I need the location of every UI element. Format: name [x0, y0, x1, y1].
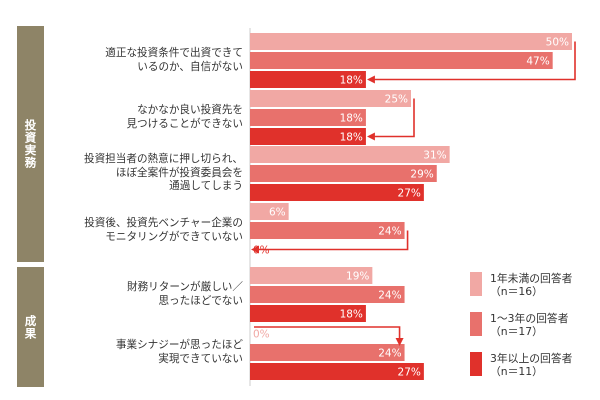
bar-value-label: 18% [340, 309, 363, 321]
question-label: 事業シナジーが思ったほど 実現できていない [116, 339, 243, 366]
question-label-line: 投資後、投資先ベンチャー企業の [84, 217, 243, 229]
bar-value-label: 24% [378, 290, 401, 302]
bar-value-label: 0% [253, 329, 270, 341]
comparison-arrow [366, 98, 415, 141]
question-label-line: 見つけることができない [126, 117, 243, 130]
bar [250, 222, 405, 239]
question-label-line: 適正な投資条件で出資できて [105, 47, 243, 59]
bar-value-label: 18% [340, 113, 363, 125]
bar [250, 71, 366, 88]
legend-item: 1〜3年の回答者 （n＝17） [470, 312, 569, 338]
legend-label: 3年以上の回答者 （n＝11） [490, 352, 572, 378]
bar-value-label: 18% [340, 132, 363, 144]
bar [250, 109, 366, 126]
bar-value-label: 47% [526, 56, 549, 68]
question-label: 財務リターンが厳しい／ 思ったほどでない [127, 281, 243, 308]
comparison-arrow [366, 41, 576, 84]
legend-label-line: 1年未満の回答者 [490, 272, 573, 285]
comparison-arrow [251, 230, 409, 254]
section-label: 成果 [23, 314, 38, 340]
legend-label-line: （n＝17） [490, 325, 543, 338]
legend-item: 3年以上の回答者 （n＝11） [470, 352, 572, 378]
bar-value-label: 24% [378, 348, 401, 360]
bar-value-label: 24% [378, 226, 401, 238]
question-label-line: 投資担当者の熱意に押し切られ、 [83, 153, 243, 166]
legend-swatch [470, 352, 482, 376]
bar-value-label: 27% [398, 188, 421, 200]
bar-value-label: 31% [423, 150, 446, 162]
question-label-line: モニタリングができていない [105, 230, 243, 243]
legend-label-line: （n＝11） [490, 365, 543, 378]
legend-label-line: 1〜3年の回答者 [490, 312, 569, 325]
bar [250, 267, 373, 284]
legend-label-line: （n＝16） [490, 285, 543, 298]
bar [250, 305, 366, 322]
question-label-line: いるのか、自信がない [137, 60, 243, 73]
comparison-arrow [254, 326, 404, 346]
bar [250, 90, 411, 107]
bar [250, 286, 405, 303]
bar-value-label: 27% [398, 367, 421, 379]
bar-value-label: 29% [410, 169, 433, 181]
question-label: なかなか良い投資先を 見つけることができない [126, 104, 243, 131]
question-label: 適正な投資条件で出資できて いるのか、自信がない [105, 47, 243, 74]
legend-label-line: 3年以上の回答者 [490, 352, 573, 365]
bar [250, 128, 366, 145]
bar-value-label: 50% [546, 37, 569, 49]
section-band: 成果 [17, 267, 44, 387]
bar [250, 203, 289, 220]
question-label-line: 事業シナジーが思ったほど [115, 339, 243, 351]
question-label-line: 実現できていない [158, 352, 243, 365]
bar [250, 363, 424, 380]
question-label-line: 財務リターンが厳しい／ [126, 281, 243, 293]
question-label-line: 通過してしまう [169, 180, 243, 193]
bar [250, 184, 424, 201]
legend-item: 1年未満の回答者 （n＝16） [470, 272, 572, 298]
legend-label: 1〜3年の回答者 （n＝17） [490, 312, 569, 338]
bar-value-label: 19% [346, 271, 369, 283]
bar-value-label: 25% [385, 94, 408, 106]
question-label: 投資後、投資先ベンチャー企業の モニタリングができていない [84, 217, 243, 244]
bar [250, 344, 405, 361]
section-band: 投資実務 [17, 26, 44, 262]
bar [250, 146, 450, 163]
question-label-line: なかなか良い投資先を [137, 104, 243, 116]
legend-swatch [470, 312, 482, 336]
bar-value-label: 0% [253, 245, 270, 257]
bar [250, 33, 572, 50]
question-label-line: 思ったほどでない [158, 294, 243, 307]
bar [250, 165, 437, 182]
legend-label: 1年未満の回答者 （n＝16） [490, 272, 572, 298]
bar [250, 52, 553, 69]
bar-value-label: 18% [340, 75, 363, 87]
question-label: 投資担当者の熱意に押し切られ、 ほぼ全案件が投資委員会を 通過してしまう [84, 153, 243, 194]
bar-value-label: 6% [269, 207, 286, 219]
question-label-line: ほぼ全案件が投資委員会を [115, 166, 243, 179]
legend-swatch [470, 272, 482, 296]
section-label: 投資実務 [23, 119, 38, 169]
